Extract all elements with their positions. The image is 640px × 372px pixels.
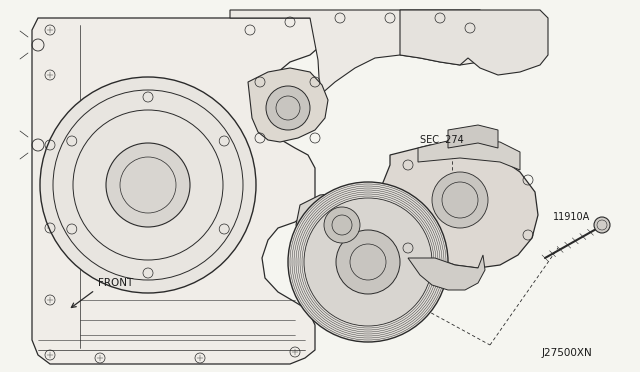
Circle shape <box>106 143 190 227</box>
Polygon shape <box>408 255 485 290</box>
Circle shape <box>40 77 256 293</box>
Text: J27500XN: J27500XN <box>542 348 593 358</box>
Polygon shape <box>448 125 498 148</box>
Circle shape <box>336 230 400 294</box>
Circle shape <box>324 207 360 243</box>
Circle shape <box>266 86 310 130</box>
Polygon shape <box>400 10 548 75</box>
Polygon shape <box>248 68 328 142</box>
Circle shape <box>594 217 610 233</box>
Polygon shape <box>230 10 490 95</box>
Text: SEC. 274: SEC. 274 <box>420 135 464 145</box>
Circle shape <box>304 198 432 326</box>
Text: 11910A: 11910A <box>553 212 590 222</box>
Polygon shape <box>296 192 388 255</box>
Polygon shape <box>418 138 520 170</box>
Polygon shape <box>32 18 318 364</box>
Text: FRONT: FRONT <box>98 278 133 288</box>
Circle shape <box>432 172 488 228</box>
Polygon shape <box>382 145 538 268</box>
Circle shape <box>288 182 448 342</box>
